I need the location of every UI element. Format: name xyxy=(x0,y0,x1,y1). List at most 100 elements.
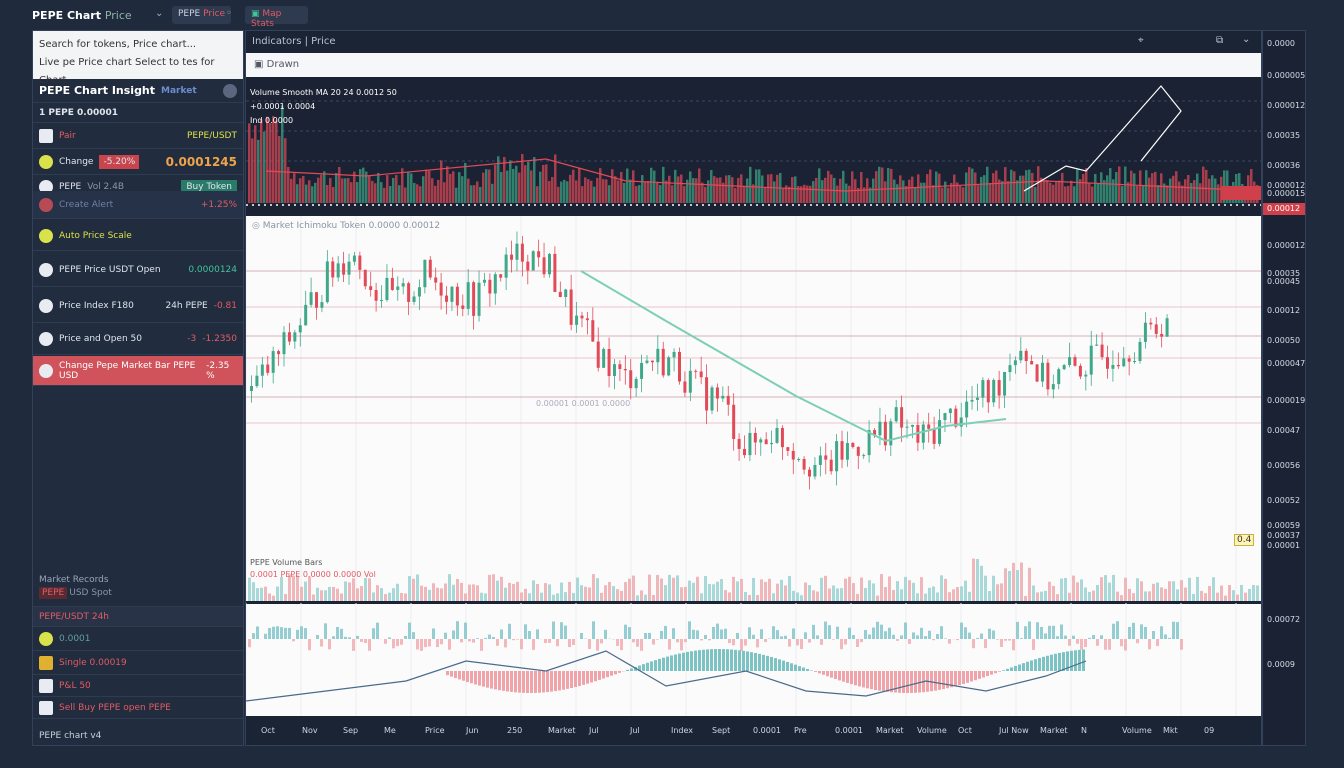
volume-bar xyxy=(266,116,269,203)
oscillator-bar xyxy=(796,639,799,646)
macd-bar xyxy=(758,653,761,671)
volume-bar xyxy=(431,178,434,203)
macd-bar xyxy=(854,671,857,686)
volume-bar xyxy=(719,177,722,203)
volume-bar xyxy=(424,586,427,601)
oscillator-bar xyxy=(892,634,895,639)
macd-bar xyxy=(650,661,653,671)
stats-button[interactable]: ▣ Map Stats xyxy=(245,6,308,29)
volume-bar xyxy=(1136,185,1139,203)
volume-bar xyxy=(264,586,267,601)
volume-bar xyxy=(1148,591,1151,601)
price-label: 0.00059 xyxy=(1267,521,1301,530)
volume-panel-info: PEPE Volume Bars 0.0001 PEPE 0.0000 0.000… xyxy=(250,558,376,579)
volume-bar xyxy=(818,168,821,203)
volume-bar xyxy=(780,579,783,601)
buy-button[interactable]: Buy Token xyxy=(181,179,237,194)
volume-bar xyxy=(881,167,884,203)
oscillator-bar xyxy=(1064,635,1067,639)
candle xyxy=(396,286,400,290)
search-box[interactable]: Search for tokens, Price chart... Live p… xyxy=(33,31,243,86)
token-icon xyxy=(39,179,53,194)
candle xyxy=(715,387,719,399)
volume-bar xyxy=(688,580,691,601)
candle xyxy=(775,427,779,443)
settings-icon[interactable]: ◦ xyxy=(226,8,232,19)
candle xyxy=(894,407,898,422)
change-row[interactable]: Change -5.20% 0.0001245 xyxy=(33,149,243,175)
drawing-toolbar[interactable]: ▣ Drawn xyxy=(246,53,1261,77)
volume-bar xyxy=(443,182,446,203)
volume-bar xyxy=(782,187,785,203)
price-marker[interactable]: 0.4 xyxy=(1234,534,1255,546)
volume-bar xyxy=(785,185,788,203)
menu-icon[interactable] xyxy=(223,83,237,98)
volume-bar xyxy=(288,574,291,601)
oscillator-bar xyxy=(656,639,659,640)
macd-bar xyxy=(870,671,873,690)
chevron-down-icon[interactable]: ⌄ xyxy=(155,8,164,19)
macd-bar xyxy=(858,671,861,687)
volume-bar xyxy=(1132,593,1135,601)
oscillator-bar xyxy=(804,632,807,639)
time-axis[interactable]: Oct Nov Sep Me Price Jun 250 Market Jul Jul Index S… xyxy=(246,716,1261,745)
macd-bar xyxy=(562,671,565,690)
volume-bar xyxy=(404,187,407,203)
volume-bar xyxy=(284,138,287,203)
list-item-active[interactable]: Change Pepe Market Bar PEPE USD -2.35 % xyxy=(33,356,243,386)
candle xyxy=(423,259,427,288)
price-axis[interactable]: 0.00012 0.00072 0.0009 0.0000 0.000005 0.0… xyxy=(1262,30,1306,746)
macd-bar xyxy=(666,656,669,671)
list-item[interactable]: Single 0.00019 xyxy=(33,651,243,675)
chart-area[interactable]: Indicators | Price ⌖ ⧉ ⌄ ▣ Drawn Volume … xyxy=(245,30,1262,746)
oscillator-bar xyxy=(416,639,419,650)
macd-bar xyxy=(890,671,893,693)
volume-bar xyxy=(932,185,935,203)
list-item[interactable]: Auto Price Scale xyxy=(33,221,243,251)
macd-bar xyxy=(490,671,493,689)
pair-button[interactable]: PEPE Price xyxy=(172,6,232,24)
macd-bar xyxy=(770,656,773,671)
price-chart[interactable] xyxy=(246,31,1261,745)
volume-bar xyxy=(725,175,728,203)
list-item[interactable]: Create Alert +1.25% xyxy=(33,191,243,219)
volume-bar xyxy=(400,592,403,601)
list-item[interactable]: P&L 50 xyxy=(33,675,243,697)
drawing-icon[interactable]: ▣ xyxy=(254,59,264,70)
volume-bar xyxy=(1031,172,1034,203)
volume-bar xyxy=(852,583,855,601)
candle xyxy=(797,458,801,460)
search-input[interactable]: Search for tokens, Price chart... xyxy=(39,39,197,50)
volume-bar xyxy=(1128,588,1131,601)
volume-bar xyxy=(696,576,699,601)
macd-bar xyxy=(958,671,961,686)
oscillator-bar xyxy=(652,639,655,645)
macd-bar xyxy=(514,671,517,693)
volume-bar xyxy=(356,588,359,601)
macd-bar xyxy=(1078,649,1081,671)
volume-bar xyxy=(308,576,311,601)
oscillator-bar xyxy=(852,634,855,639)
list-item[interactable]: Price and Open 50 -3 -1.2350 xyxy=(33,323,243,355)
volume-bar xyxy=(677,176,680,203)
list-item[interactable]: 0.0001 xyxy=(33,627,243,651)
list-item[interactable]: Sell Buy PEPE open PEPE xyxy=(33,697,243,719)
oscillator-bar xyxy=(252,633,255,639)
qr-icon xyxy=(39,700,53,715)
oscillator-bar xyxy=(604,629,607,639)
crosshair-icon[interactable]: ⌖ xyxy=(1138,35,1144,46)
chevron-down-icon[interactable]: ⌄ xyxy=(1242,34,1251,45)
candle xyxy=(981,380,985,398)
macd-bar xyxy=(574,671,577,688)
panel-footer: PEPE chart v4 xyxy=(39,731,102,741)
volume-bar xyxy=(788,186,791,203)
list-item[interactable]: PEPE Price USDT Open 0.0000124 xyxy=(33,253,243,287)
pair-row[interactable]: Pair PEPE/USDT xyxy=(33,123,243,149)
macd-bar xyxy=(466,671,469,683)
oscillator-bar xyxy=(428,639,431,647)
list-item[interactable]: Price Index F180 24h PEPE -0.81 xyxy=(33,289,243,323)
macd-bar xyxy=(1046,655,1049,671)
fullscreen-icon[interactable]: ⧉ xyxy=(1216,35,1224,46)
oscillator-bar xyxy=(840,639,843,650)
volume-bar xyxy=(448,574,451,601)
